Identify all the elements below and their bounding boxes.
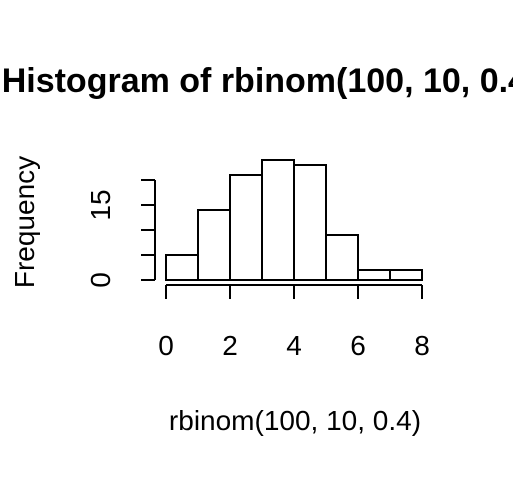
histogram-bar — [357, 269, 391, 281]
y-axis: 0 15 — [85, 179, 156, 288]
x-tick-label: 8 — [414, 330, 430, 361]
histogram-bar — [229, 174, 263, 281]
histogram-bar — [261, 159, 295, 281]
x-axis: 0 2 4 6 8 — [158, 284, 430, 361]
x-tick-label: 2 — [222, 330, 238, 361]
y-tick-label: 0 — [85, 272, 116, 288]
y-axis-label: Frequency — [9, 156, 40, 288]
x-tick-label: 0 — [158, 330, 174, 361]
histogram-bar — [325, 234, 359, 281]
histogram-bar — [165, 254, 199, 281]
x-tick-label: 4 — [286, 330, 302, 361]
histogram-bar — [389, 269, 423, 281]
chart-title: Histogram of rbinom(100, 10, 0.4) — [2, 62, 513, 100]
x-axis-label: rbinom(100, 10, 0.4) — [169, 405, 421, 436]
x-tick-label: 6 — [350, 330, 366, 361]
histogram-bar — [293, 164, 327, 281]
bars — [165, 159, 423, 281]
y-tick-label: 15 — [85, 189, 116, 220]
histogram-bar — [197, 209, 231, 281]
